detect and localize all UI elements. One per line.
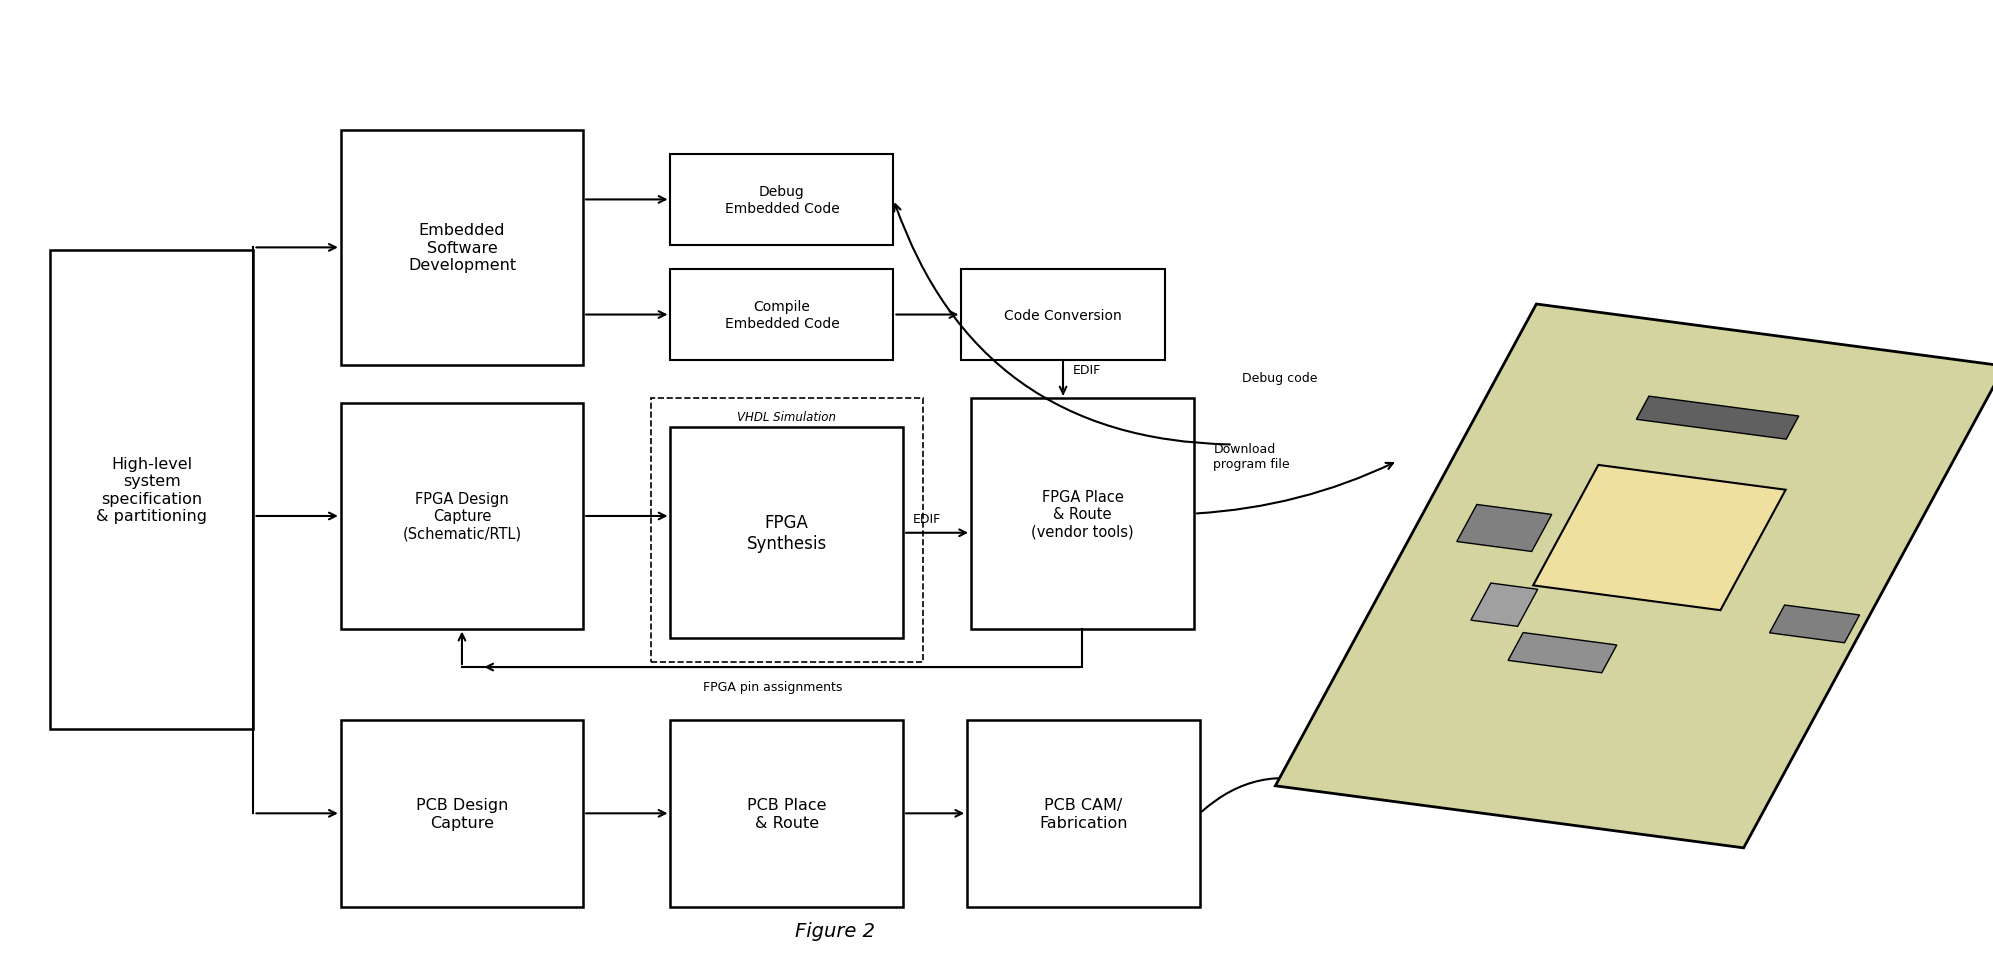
Text: EDIF: EDIF: [913, 512, 941, 526]
Text: Code Conversion: Code Conversion: [1004, 308, 1122, 322]
Polygon shape: [1509, 633, 1616, 673]
FancyBboxPatch shape: [971, 399, 1194, 629]
Text: FPGA Place
& Route
(vendor tools): FPGA Place & Route (vendor tools): [1030, 489, 1134, 539]
FancyBboxPatch shape: [341, 404, 584, 629]
Text: PCB Place
& Route: PCB Place & Route: [747, 798, 827, 829]
FancyBboxPatch shape: [652, 399, 923, 662]
FancyBboxPatch shape: [341, 720, 584, 907]
Text: Embedded
Software
Development: Embedded Software Development: [409, 223, 516, 273]
Text: Compile
Embedded Code: Compile Embedded Code: [725, 300, 839, 331]
FancyBboxPatch shape: [670, 270, 893, 360]
FancyBboxPatch shape: [341, 131, 584, 365]
FancyBboxPatch shape: [670, 428, 903, 639]
Text: Debug code: Debug code: [1242, 372, 1317, 384]
Text: Download
program file: Download program file: [1214, 443, 1289, 471]
FancyBboxPatch shape: [670, 720, 903, 907]
Text: VHDL Simulation: VHDL Simulation: [737, 410, 837, 424]
Polygon shape: [1457, 505, 1553, 552]
Polygon shape: [1770, 605, 1859, 643]
Text: FPGA
Synthesis: FPGA Synthesis: [747, 514, 827, 553]
Text: Figure 2: Figure 2: [795, 922, 875, 941]
Text: PCB Design
Capture: PCB Design Capture: [417, 798, 508, 829]
FancyBboxPatch shape: [967, 720, 1200, 907]
Text: High-level
system
specification
& partitioning: High-level system specification & partit…: [96, 456, 207, 524]
FancyBboxPatch shape: [670, 155, 893, 246]
Text: EDIF: EDIF: [1072, 364, 1100, 377]
Polygon shape: [1533, 465, 1786, 610]
Polygon shape: [1471, 583, 1539, 627]
Text: FPGA pin assignments: FPGA pin assignments: [704, 679, 841, 693]
Text: Debug
Embedded Code: Debug Embedded Code: [725, 185, 839, 215]
Polygon shape: [1636, 397, 1800, 440]
Text: FPGA Design
Capture
(Schematic/RTL): FPGA Design Capture (Schematic/RTL): [403, 492, 522, 541]
FancyBboxPatch shape: [50, 251, 253, 729]
Polygon shape: [1276, 305, 1993, 848]
Text: PCB CAM/
Fabrication: PCB CAM/ Fabrication: [1038, 798, 1128, 829]
FancyBboxPatch shape: [961, 270, 1164, 360]
